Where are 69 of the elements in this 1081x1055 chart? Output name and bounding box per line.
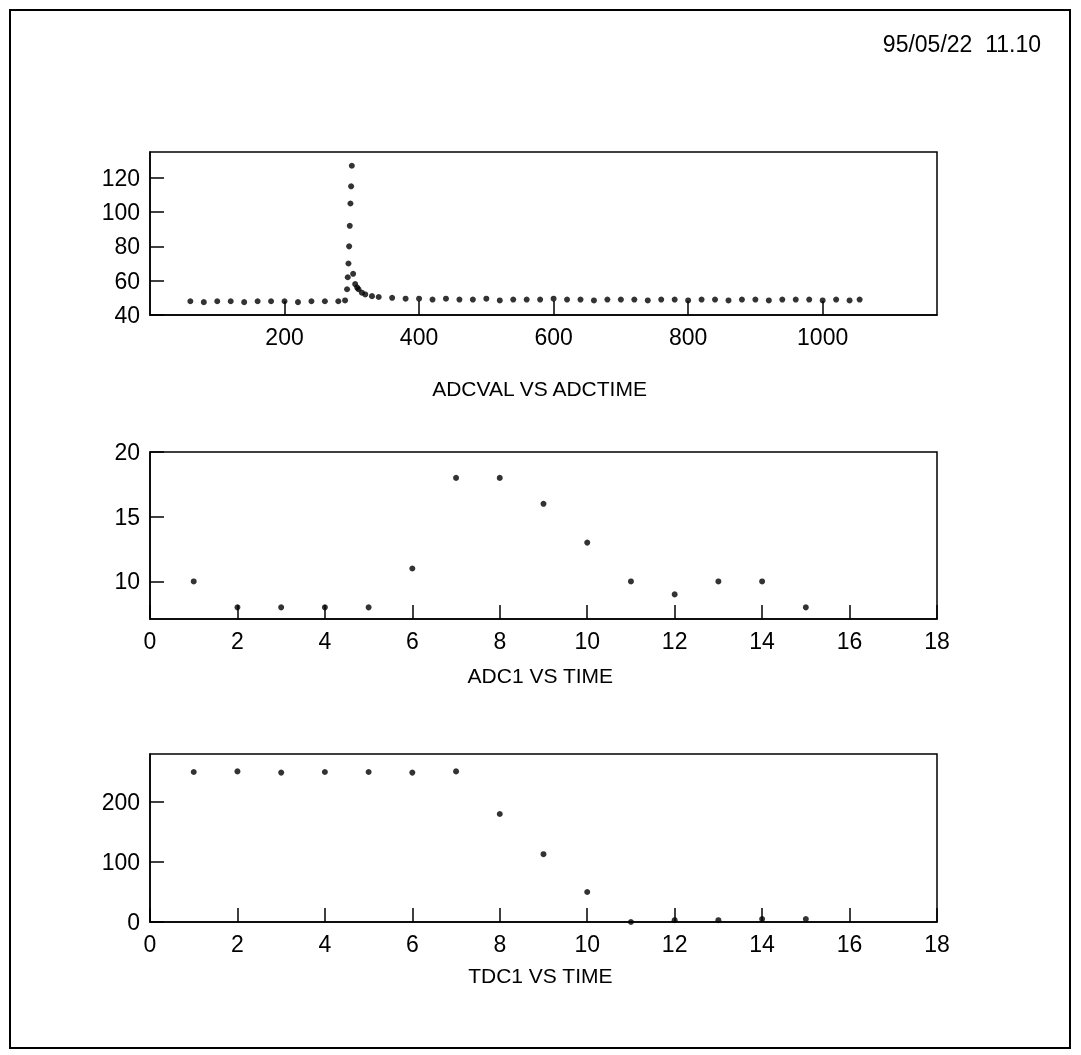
point (759, 578, 766, 585)
point (278, 604, 285, 611)
point (584, 889, 591, 895)
x-tick-label: 4 (318, 930, 332, 957)
point (453, 474, 460, 481)
x-tick-label: 800 (668, 323, 708, 350)
point (802, 604, 809, 611)
point (190, 769, 197, 775)
point (278, 769, 285, 776)
point (453, 768, 460, 775)
x-tick-label: 0 (143, 930, 157, 957)
text: ADC1 VS TIME (467, 664, 614, 687)
point (496, 811, 503, 817)
point (540, 500, 547, 507)
point (671, 591, 678, 598)
point (671, 917, 678, 924)
point (365, 769, 372, 775)
y-tick-label: 0 (127, 909, 140, 935)
x-tick-label: 8 (493, 627, 507, 654)
text: 95/05/22 11.10 (882, 30, 1042, 57)
y-tick-label: 15 (114, 503, 140, 530)
point (496, 474, 503, 481)
point (234, 768, 241, 775)
point (584, 539, 591, 546)
x-tick-label: 600 (534, 323, 573, 350)
point (802, 916, 809, 922)
point (759, 916, 766, 922)
y-tick-label: 80 (114, 233, 140, 260)
x-tick-label: 10 (574, 930, 601, 957)
x-tick-label: 10 (574, 627, 601, 654)
y-tick-label: 10 (114, 568, 140, 595)
point (409, 769, 416, 776)
point (715, 578, 722, 585)
text: TDC1 VS TIME (468, 964, 613, 987)
x-tick-label: 14 (749, 627, 776, 654)
x-tick-label: 14 (749, 930, 776, 957)
x-tick-label: 200 (265, 323, 304, 350)
point (321, 604, 328, 611)
x-tick-label: 6 (405, 627, 419, 654)
y-tick-label: 120 (101, 164, 140, 191)
x-tick-label: 6 (405, 930, 419, 957)
point (627, 919, 634, 925)
y-tick-label: 40 (114, 302, 140, 328)
point (627, 578, 634, 585)
x-tick-label: 12 (661, 627, 688, 654)
x-tick-label: 18 (924, 930, 950, 957)
x-tick-label: 2 (231, 627, 244, 654)
y-tick-label: 60 (114, 267, 140, 294)
y-tick-label: 200 (101, 789, 140, 815)
x-tick-label: 1000 (797, 323, 849, 350)
y-tick-label: 100 (101, 849, 140, 875)
x-tick-label: 4 (318, 627, 332, 654)
point (409, 565, 416, 572)
x-tick-label: 18 (924, 627, 950, 654)
x-tick-label: 400 (399, 323, 439, 350)
y-tick-label: 20 (114, 439, 140, 465)
point (540, 851, 547, 858)
x-tick-label: 0 (143, 627, 157, 654)
x-tick-label: 8 (493, 930, 507, 957)
point (321, 769, 328, 775)
point (715, 917, 722, 924)
x-tick-label: 16 (836, 627, 863, 654)
point (365, 604, 372, 611)
x-tick-label: 2 (231, 930, 244, 957)
y-tick-label: 100 (101, 199, 140, 226)
point (234, 604, 241, 611)
x-tick-label: 12 (661, 930, 688, 957)
x-tick-label: 16 (836, 930, 863, 957)
text: ADCVAL VS ADCTIME (432, 377, 647, 400)
